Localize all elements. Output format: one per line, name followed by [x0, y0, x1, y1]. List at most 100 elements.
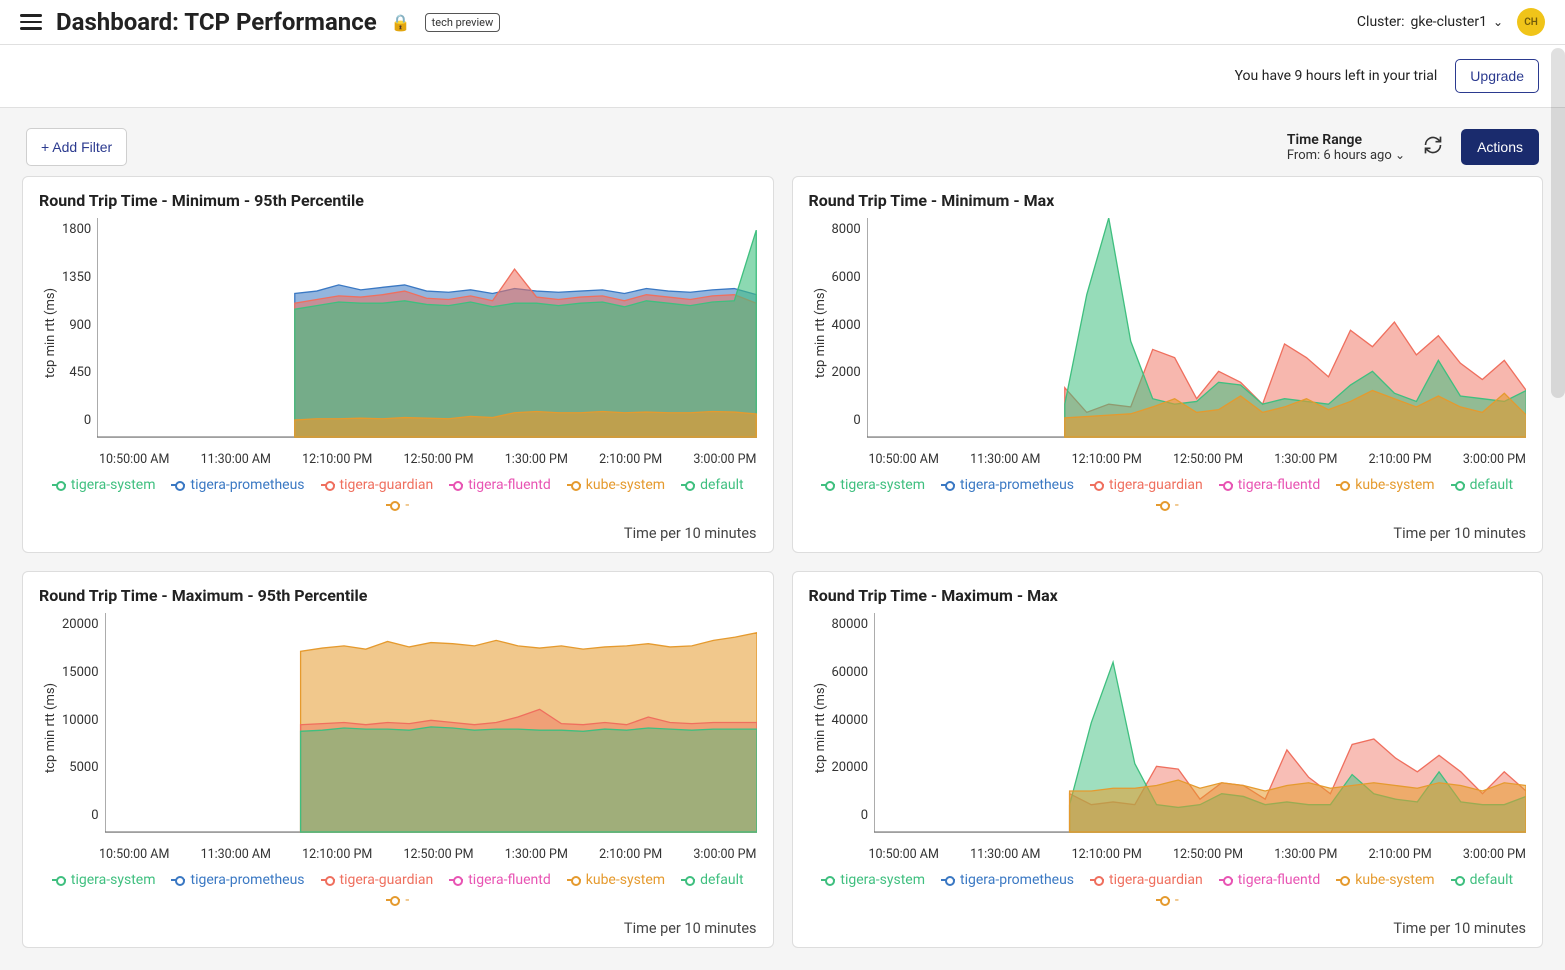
legend-item-tigera-system[interactable]: tigera-system: [52, 477, 156, 493]
panel-footer: Time per 10 minutes: [809, 914, 1527, 937]
legend-item-kube-system[interactable]: kube-system: [567, 872, 665, 888]
legend-item-dash[interactable]: -: [386, 892, 409, 908]
legend-item-tigera-fluentd[interactable]: tigera-fluentd: [1219, 872, 1321, 888]
time-range-value: From: 6 hours ago ⌄: [1287, 148, 1405, 163]
upgrade-button[interactable]: Upgrade: [1455, 59, 1539, 93]
plot-area[interactable]: [874, 613, 1526, 843]
y-axis-ticks: 20000150001000050000: [62, 613, 105, 843]
legend-label: tigera-fluentd: [468, 477, 551, 493]
legend-label: tigera-fluentd: [468, 872, 551, 888]
chart-legend: tigera-system tigera-prometheus tigera-gua…: [39, 467, 757, 519]
chart-panel: Round Trip Time - Minimum - Max tcp min r…: [792, 176, 1544, 553]
legend-item-tigera-guardian[interactable]: tigera-guardian: [321, 477, 434, 493]
legend-item-tigera-system[interactable]: tigera-system: [52, 872, 156, 888]
legend-label: tigera-fluentd: [1238, 477, 1321, 493]
chart-panel: Round Trip Time - Minimum - 95th Percent…: [22, 176, 774, 553]
legend-item-tigera-fluentd[interactable]: tigera-fluentd: [449, 872, 551, 888]
legend-label: -: [1175, 892, 1179, 908]
header-left: Dashboard: TCP Performance 🔒 tech previe…: [20, 8, 500, 36]
series-kube-system: [1070, 780, 1526, 832]
y-axis-label: tcp min rtt (ms): [809, 218, 832, 448]
legend-label: kube-system: [1355, 872, 1434, 888]
chart-legend: tigera-system tigera-prometheus tigera-gua…: [809, 467, 1527, 519]
time-range-label: Time Range: [1287, 132, 1405, 148]
legend-item-dash[interactable]: -: [1156, 497, 1179, 513]
legend-item-tigera-fluentd[interactable]: tigera-fluentd: [449, 477, 551, 493]
y-axis-ticks: 180013509004500: [62, 218, 97, 448]
legend-label: tigera-fluentd: [1238, 872, 1321, 888]
legend-item-default[interactable]: default: [681, 477, 744, 493]
chart-area: tcp min rtt (ms)800006000040000200000: [809, 613, 1527, 843]
legend-item-kube-system[interactable]: kube-system: [1336, 872, 1434, 888]
legend-item-tigera-system[interactable]: tigera-system: [821, 872, 925, 888]
panel-title: Round Trip Time - Minimum - 95th Percent…: [39, 191, 757, 210]
x-axis-ticks: 10:50:00 AM11:30:00 AM12:10:00 PM12:50:0…: [39, 448, 757, 467]
app-header: Dashboard: TCP Performance 🔒 tech previe…: [0, 0, 1565, 45]
refresh-icon[interactable]: [1423, 135, 1443, 159]
panel-footer: Time per 10 minutes: [39, 519, 757, 542]
header-right: Cluster: gke-cluster1 ⌄ CH: [1357, 8, 1545, 36]
legend-item-kube-system[interactable]: kube-system: [1336, 477, 1434, 493]
legend-item-tigera-system[interactable]: tigera-system: [821, 477, 925, 493]
legend-label: -: [405, 892, 409, 908]
chart-area: tcp min rtt (ms)180013509004500: [39, 218, 757, 448]
legend-label: tigera-guardian: [1109, 872, 1203, 888]
legend-item-tigera-fluentd[interactable]: tigera-fluentd: [1219, 477, 1321, 493]
legend-label: -: [1175, 497, 1179, 513]
legend-label: default: [700, 477, 744, 493]
trial-message: You have 9 hours left in your trial: [1235, 68, 1438, 84]
legend-label: kube-system: [586, 872, 665, 888]
avatar[interactable]: CH: [1517, 8, 1545, 36]
legend-label: kube-system: [1355, 477, 1434, 493]
legend-label: tigera-prometheus: [190, 477, 304, 493]
time-range-picker[interactable]: Time Range From: 6 hours ago ⌄: [1287, 132, 1405, 163]
chart-area: tcp min rtt (ms)20000150001000050000: [39, 613, 757, 843]
chart-legend: tigera-system tigera-prometheus tigera-gua…: [809, 862, 1527, 914]
chevron-down-icon: ⌄: [1395, 148, 1405, 162]
tech-preview-badge: tech preview: [425, 13, 501, 32]
legend-item-tigera-prometheus[interactable]: tigera-prometheus: [171, 477, 304, 493]
legend-label: default: [1470, 477, 1514, 493]
legend-item-tigera-prometheus[interactable]: tigera-prometheus: [941, 477, 1074, 493]
x-axis-ticks: 10:50:00 AM11:30:00 AM12:10:00 PM12:50:0…: [809, 448, 1527, 467]
legend-item-kube-system[interactable]: kube-system: [567, 477, 665, 493]
legend-item-tigera-guardian[interactable]: tigera-guardian: [321, 872, 434, 888]
chart-area: tcp min rtt (ms)80006000400020000: [809, 218, 1527, 448]
legend-label: default: [700, 872, 744, 888]
actions-button[interactable]: Actions: [1461, 129, 1539, 165]
plot-area[interactable]: [867, 218, 1526, 448]
panel-title: Round Trip Time - Maximum - Max: [809, 586, 1527, 605]
legend-label: tigera-system: [840, 872, 925, 888]
legend-label: tigera-prometheus: [960, 872, 1074, 888]
chart-legend: tigera-system tigera-prometheus tigera-gua…: [39, 862, 757, 914]
cluster-picker[interactable]: Cluster: gke-cluster1 ⌄: [1357, 14, 1503, 30]
legend-item-tigera-prometheus[interactable]: tigera-prometheus: [171, 872, 304, 888]
y-axis-label: tcp min rtt (ms): [39, 218, 62, 448]
right-controls: Time Range From: 6 hours ago ⌄ Actions: [1287, 129, 1539, 165]
page-title: Dashboard: TCP Performance: [56, 8, 377, 36]
plot-area[interactable]: [97, 218, 756, 448]
y-axis-ticks: 800006000040000200000: [832, 613, 875, 843]
legend-item-default[interactable]: default: [1451, 477, 1514, 493]
hamburger-menu-icon[interactable]: [20, 14, 42, 30]
panel-title: Round Trip Time - Minimum - Max: [809, 191, 1527, 210]
scrollbar[interactable]: [1551, 48, 1565, 398]
legend-label: tigera-guardian: [1109, 477, 1203, 493]
legend-item-tigera-guardian[interactable]: tigera-guardian: [1090, 872, 1203, 888]
panel-footer: Time per 10 minutes: [39, 914, 757, 937]
legend-label: tigera-prometheus: [190, 872, 304, 888]
legend-item-tigera-prometheus[interactable]: tigera-prometheus: [941, 872, 1074, 888]
legend-label: tigera-system: [71, 477, 156, 493]
x-axis-ticks: 10:50:00 AM11:30:00 AM12:10:00 PM12:50:0…: [39, 843, 757, 862]
add-filter-button[interactable]: + Add Filter: [26, 128, 127, 166]
panel-title: Round Trip Time - Maximum - 95th Percent…: [39, 586, 757, 605]
y-axis-label: tcp min rtt (ms): [39, 613, 62, 843]
legend-item-dash[interactable]: -: [1156, 892, 1179, 908]
legend-item-default[interactable]: default: [1451, 872, 1514, 888]
plot-area[interactable]: [105, 613, 757, 843]
panel-footer: Time per 10 minutes: [809, 519, 1527, 542]
legend-item-dash[interactable]: -: [386, 497, 409, 513]
legend-item-tigera-guardian[interactable]: tigera-guardian: [1090, 477, 1203, 493]
legend-item-default[interactable]: default: [681, 872, 744, 888]
legend-label: -: [405, 497, 409, 513]
